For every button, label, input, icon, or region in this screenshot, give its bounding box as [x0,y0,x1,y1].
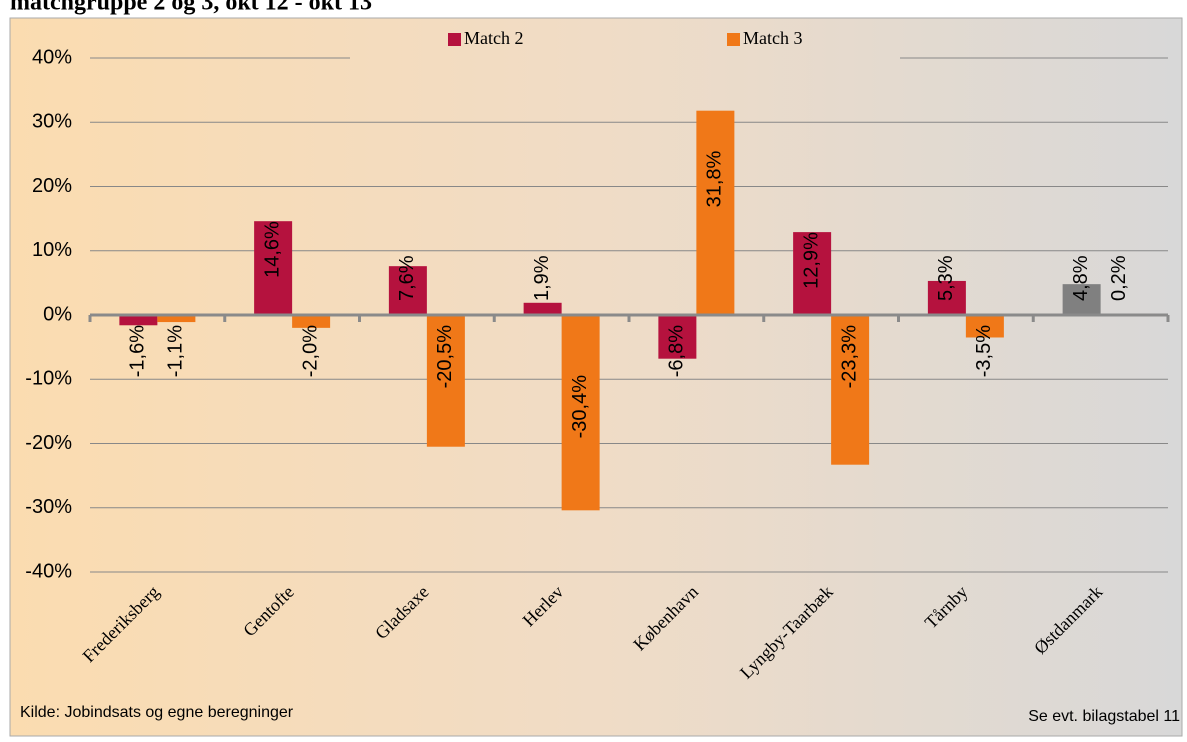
y-tick-label: 10% [32,239,72,261]
bar [965,315,1004,338]
y-tick-label: 20% [32,175,72,197]
value-label: -30,4% [569,375,591,439]
legend-swatch [448,33,461,46]
source: Kilde: Jobindsats og egne beregninger [20,704,294,721]
bar [426,315,465,447]
y-tick-label: 30% [32,111,72,133]
chart-title: matchgruppe 2 og 3, okt 12 - okt 13 [10,0,372,16]
value-label: 4,8% [1070,255,1092,301]
value-label: -1,1% [165,325,187,377]
y-tick-label: -30% [25,496,72,518]
legend-swatch [727,33,740,46]
bar [157,315,196,323]
value-label: 0,2% [1108,255,1130,301]
bar [696,110,735,315]
value-label: -1,6% [127,325,149,377]
bar [254,221,293,315]
legend-label: Match 2 [464,28,523,48]
bar [1062,284,1101,315]
value-label: 5,3% [935,255,957,301]
bar [119,315,158,326]
value-label: -3,5% [973,325,995,377]
value-label: -23,3% [838,325,860,389]
y-tick-label: -10% [25,368,72,390]
bar [831,315,870,465]
note: Se evt. bilagstabel 11 [1028,708,1180,725]
y-tick-label: 40% [32,46,72,68]
value-label: 31,8% [704,150,726,207]
bar [388,266,427,315]
bar [658,315,697,359]
value-label: -6,8% [666,325,688,377]
value-label: -20,5% [434,325,456,389]
value-label: 14,6% [261,221,283,278]
value-label: -2,0% [299,325,321,377]
value-label: 12,9% [800,232,822,289]
y-tick-label: -20% [25,432,72,454]
bar [561,315,600,511]
bar [793,232,832,315]
legend-label: Match 3 [743,28,802,48]
value-label: 7,6% [396,255,418,301]
bar [523,302,562,315]
y-tick-label: 0% [43,303,72,325]
value-label: 1,9% [531,255,553,301]
y-tick-label: -40% [25,560,72,582]
bar [292,315,331,328]
bar [927,280,966,315]
